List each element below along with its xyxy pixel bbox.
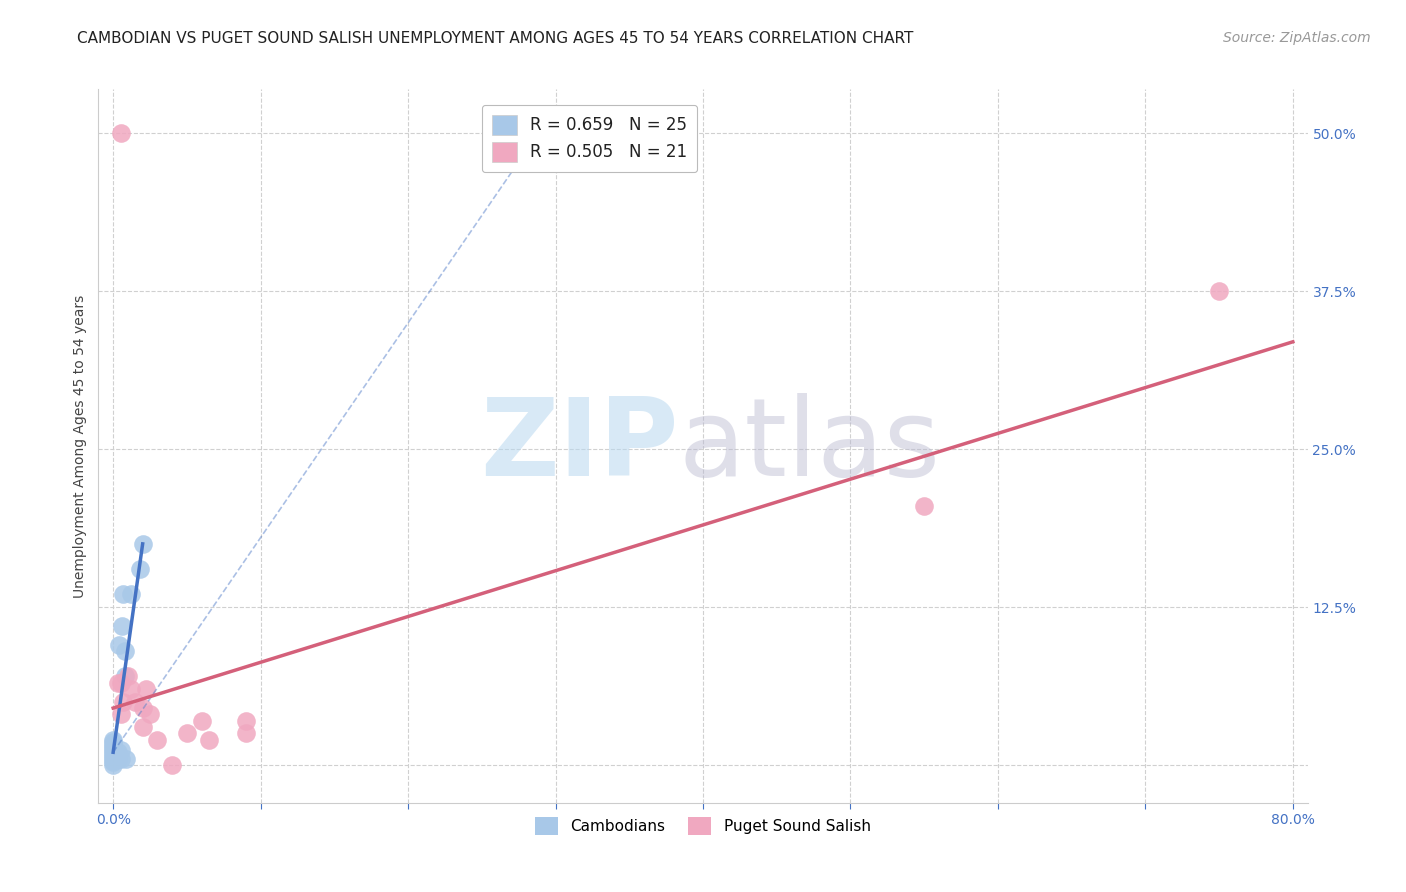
Point [101, 740, 124, 755]
Point [111, 619, 134, 633]
Point [110, 743, 132, 757]
Point [120, 682, 142, 697]
Point [107, 745, 129, 759]
Text: Source: ZipAtlas.com: Source: ZipAtlas.com [1223, 31, 1371, 45]
Text: ZIP: ZIP [481, 393, 679, 499]
Point [107, 747, 129, 762]
Point [101, 750, 124, 764]
Point [235, 714, 257, 728]
Point [117, 669, 139, 683]
Text: CAMBODIAN VS PUGET SOUND SALISH UNEMPLOYMENT AMONG AGES 45 TO 54 YEARS CORRELATI: CAMBODIAN VS PUGET SOUND SALISH UNEMPLOY… [77, 31, 914, 46]
Point [128, 562, 150, 576]
Point [131, 701, 153, 715]
Y-axis label: Unemployment Among Ages 45 to 54 years: Unemployment Among Ages 45 to 54 years [73, 294, 87, 598]
Point [108, 638, 131, 652]
Point [112, 695, 135, 709]
Point [146, 732, 169, 747]
Point [112, 587, 135, 601]
Point [176, 726, 198, 740]
Text: atlas: atlas [679, 393, 941, 499]
Point [131, 720, 153, 734]
Point [101, 732, 124, 747]
Point [101, 735, 124, 749]
Legend: Cambodians, Puget Sound Salish: Cambodians, Puget Sound Salish [529, 811, 877, 841]
Point [114, 669, 136, 683]
Point [110, 127, 132, 141]
Point [101, 756, 124, 770]
Point [198, 732, 221, 747]
Point [135, 682, 157, 697]
Point [1208, 285, 1230, 299]
Point [107, 675, 129, 690]
Point [110, 675, 132, 690]
Point [115, 751, 138, 765]
Point [107, 751, 129, 765]
Point [101, 747, 124, 762]
Point [120, 587, 142, 601]
Point [101, 758, 124, 772]
Point [190, 714, 212, 728]
Point [110, 707, 132, 722]
Point [101, 743, 124, 757]
Point [912, 499, 935, 513]
Point [124, 695, 146, 709]
Point [101, 745, 124, 759]
Point [160, 758, 183, 772]
Point [114, 644, 136, 658]
Point [101, 738, 124, 752]
Point [131, 537, 153, 551]
Point [235, 726, 257, 740]
Point [110, 751, 132, 765]
Point [101, 753, 124, 767]
Point [139, 707, 162, 722]
